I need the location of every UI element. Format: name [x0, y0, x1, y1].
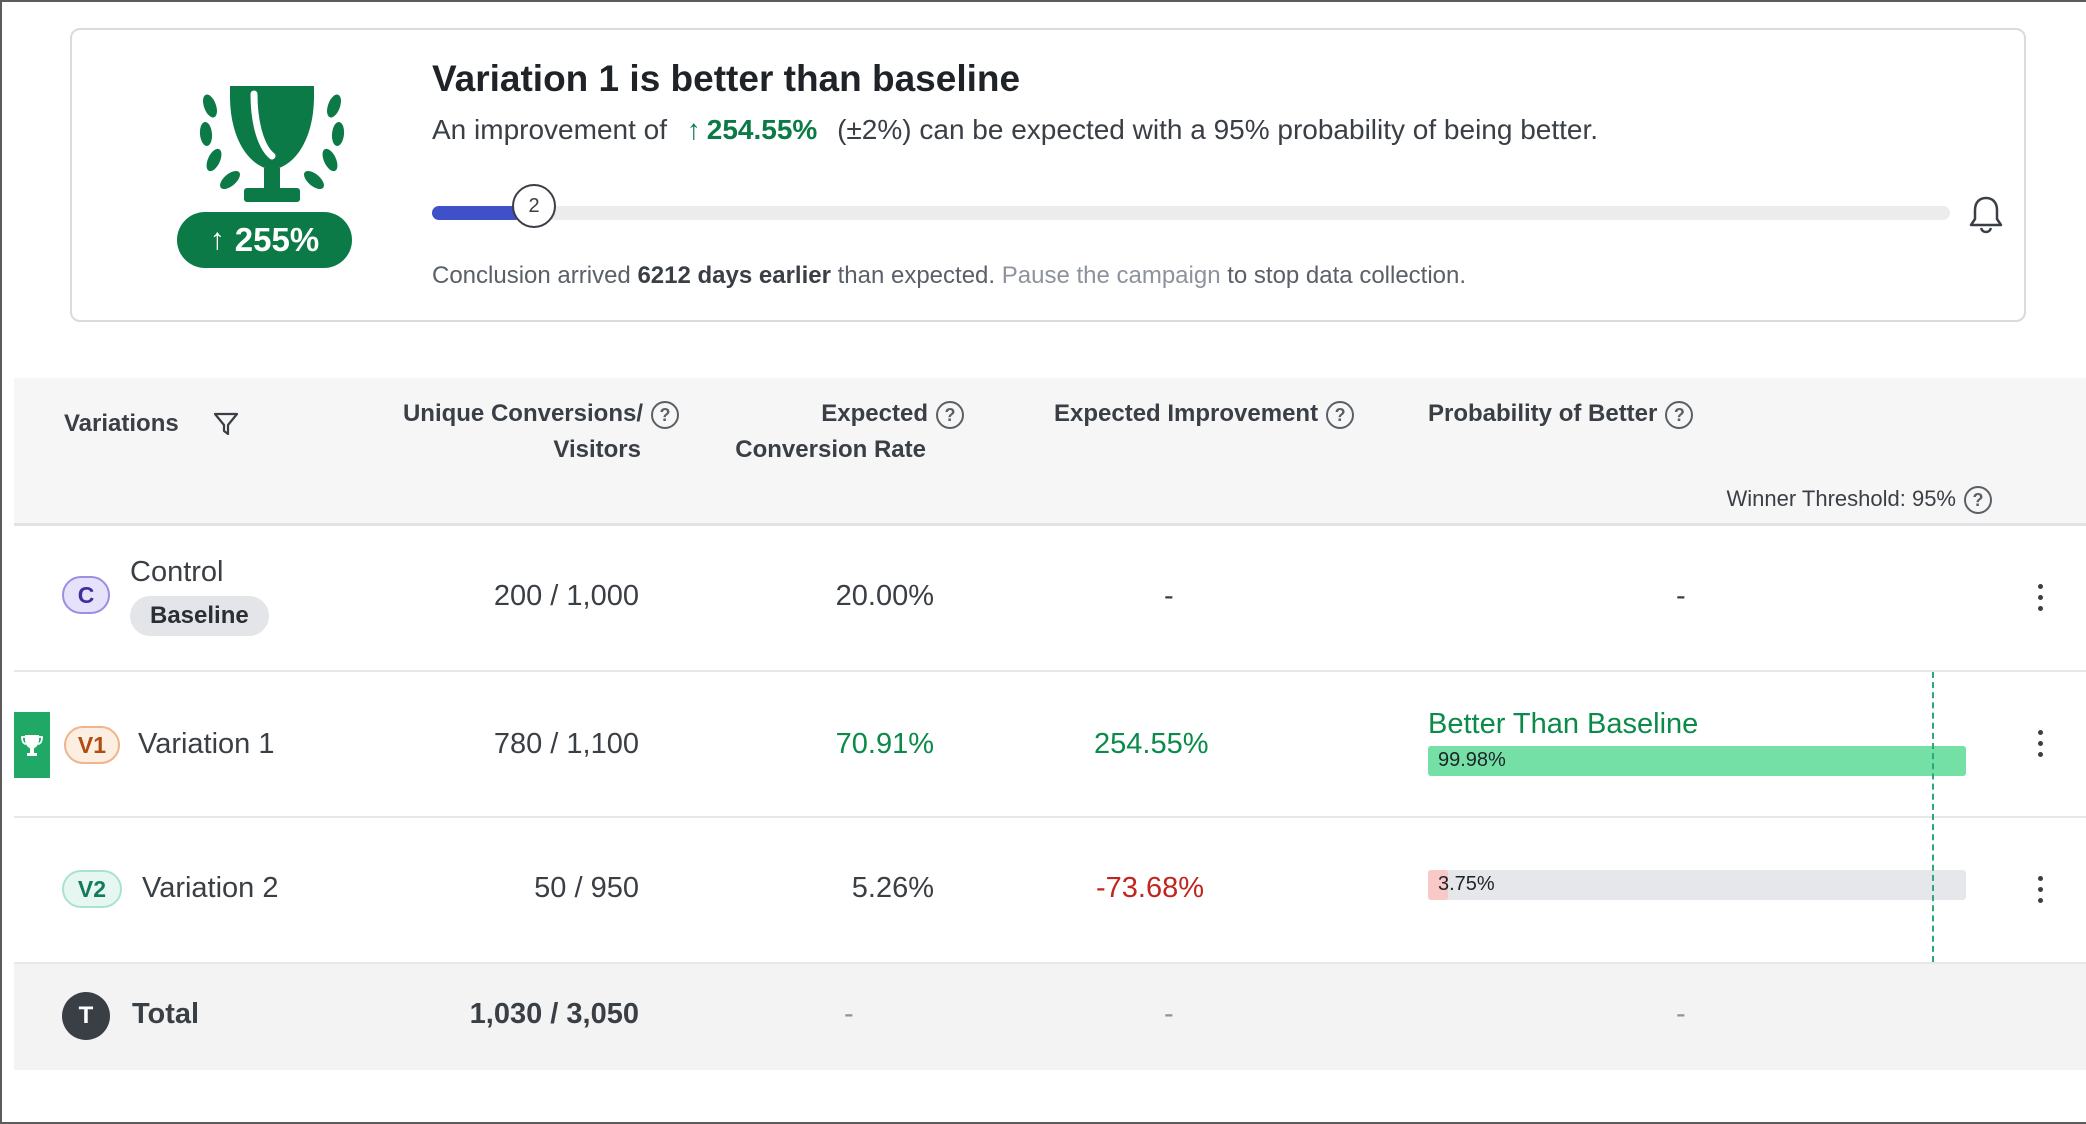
help-icon[interactable]: ?	[936, 400, 964, 429]
table-row[interactable]: C Control Baseline 200 / 1,000 20.00% - …	[14, 526, 2086, 672]
help-icon[interactable]: ?	[1964, 486, 1992, 515]
help-icon[interactable]: ?	[1326, 400, 1355, 429]
winner-threshold: Winner Threshold: 95%?	[1727, 486, 1992, 515]
probability-value: 3.75%	[1438, 873, 1495, 895]
rate-cell: 20.00%	[835, 580, 934, 612]
help-icon[interactable]: ?	[651, 400, 679, 429]
total-badge: T	[62, 992, 110, 1040]
summary-card: ↑ 255% Variation 1 is better than baseli…	[70, 28, 2026, 322]
total-improvement: -	[1164, 998, 1174, 1030]
kebab-menu-icon[interactable]	[2035, 876, 2045, 906]
improvement-value: ↑ 254.55%	[686, 114, 818, 145]
variation-badge: V1	[64, 726, 120, 764]
header-expected-improvement: Expected Improvement?	[1054, 396, 1355, 432]
arrow-up-icon: ↑	[209, 223, 225, 256]
variation-badge: V2	[62, 870, 122, 908]
progress-bar: 2	[432, 184, 1950, 228]
total-conversions: 1,030 / 3,050	[469, 998, 639, 1030]
uplift-value: 255%	[234, 221, 320, 258]
rate-cell: 70.91%	[835, 728, 934, 760]
desc-suffix: (±2%) can be expected with a 95% probabi…	[837, 114, 1599, 145]
improvement-cell: -73.68%	[1096, 872, 1205, 904]
improvement-cell: -	[1164, 580, 1174, 612]
winner-threshold-line	[1932, 672, 1934, 962]
improvement-cell: 254.55%	[1094, 728, 1209, 760]
rate-cell: 5.26%	[851, 872, 934, 904]
variation-name: Variation 2	[142, 872, 279, 904]
kebab-menu-icon[interactable]	[2035, 730, 2045, 760]
summary-title: Variation 1 is better than baseline	[432, 58, 1021, 99]
table-header: Variations Unique Conversions/? Visitors…	[14, 378, 2086, 526]
days-earlier: 6212 days earlier	[637, 262, 831, 289]
help-icon[interactable]: ?	[1665, 400, 1694, 429]
kebab-menu-icon[interactable]	[2035, 584, 2045, 614]
header-variations: Variations	[64, 410, 179, 437]
probability-bar-fill	[1428, 870, 1448, 900]
header-conversions: Unique Conversions/? Visitors	[384, 396, 679, 468]
conversions-cell: 200 / 1,000	[493, 580, 639, 612]
conversions-cell: 780 / 1,100	[493, 728, 639, 760]
probability-cell: -	[1676, 580, 1686, 612]
uplift-badge: ↑ 255%	[177, 212, 352, 268]
probability-bar: 3.75%	[1428, 870, 1966, 900]
pause-campaign-link[interactable]: Pause the campaign	[1001, 262, 1221, 289]
probability-value: 99.98%	[1438, 749, 1506, 771]
variation-name: Variation 1	[138, 728, 275, 760]
winner-trophy-icon	[21, 735, 43, 756]
desc-prefix: An improvement of	[432, 114, 667, 145]
total-row: T Total 1,030 / 3,050 - - -	[14, 964, 2086, 1070]
total-label: Total	[132, 998, 200, 1030]
progress-fill	[432, 206, 522, 220]
header-expected-rate: Expected? Conversion Rate	[714, 396, 964, 468]
probability-status: Better Than Baseline	[1428, 708, 1699, 740]
probability-bar-fill	[1428, 746, 1966, 776]
filter-icon[interactable]	[212, 410, 240, 438]
variation-badge: C	[62, 576, 110, 614]
conversions-cell: 50 / 950	[534, 872, 639, 904]
winner-marker	[14, 712, 50, 778]
trophy-icon	[199, 86, 345, 202]
variation-name: Control	[130, 556, 224, 588]
bell-icon[interactable]	[1968, 194, 2004, 234]
table-row[interactable]: V2 Variation 2 50 / 950 5.26% -73.68% 3.…	[14, 818, 2086, 964]
progress-step-marker[interactable]: 2	[512, 184, 556, 228]
conclusion-text: Conclusion arrived 6212 days earlier tha…	[432, 262, 1467, 289]
probability-bar: 99.98%	[1428, 746, 1966, 776]
baseline-tag: Baseline	[130, 596, 269, 636]
header-probability: Probability of Better?	[1428, 396, 1694, 432]
arrow-up-icon: ↑	[686, 114, 701, 145]
total-probability: -	[1676, 998, 1686, 1030]
total-rate: -	[844, 998, 854, 1030]
table-row[interactable]: V1 Variation 1 780 / 1,100 70.91% 254.55…	[14, 672, 2086, 818]
summary-description: An improvement of ↑ 254.55% (±2%) can be …	[432, 114, 1598, 146]
